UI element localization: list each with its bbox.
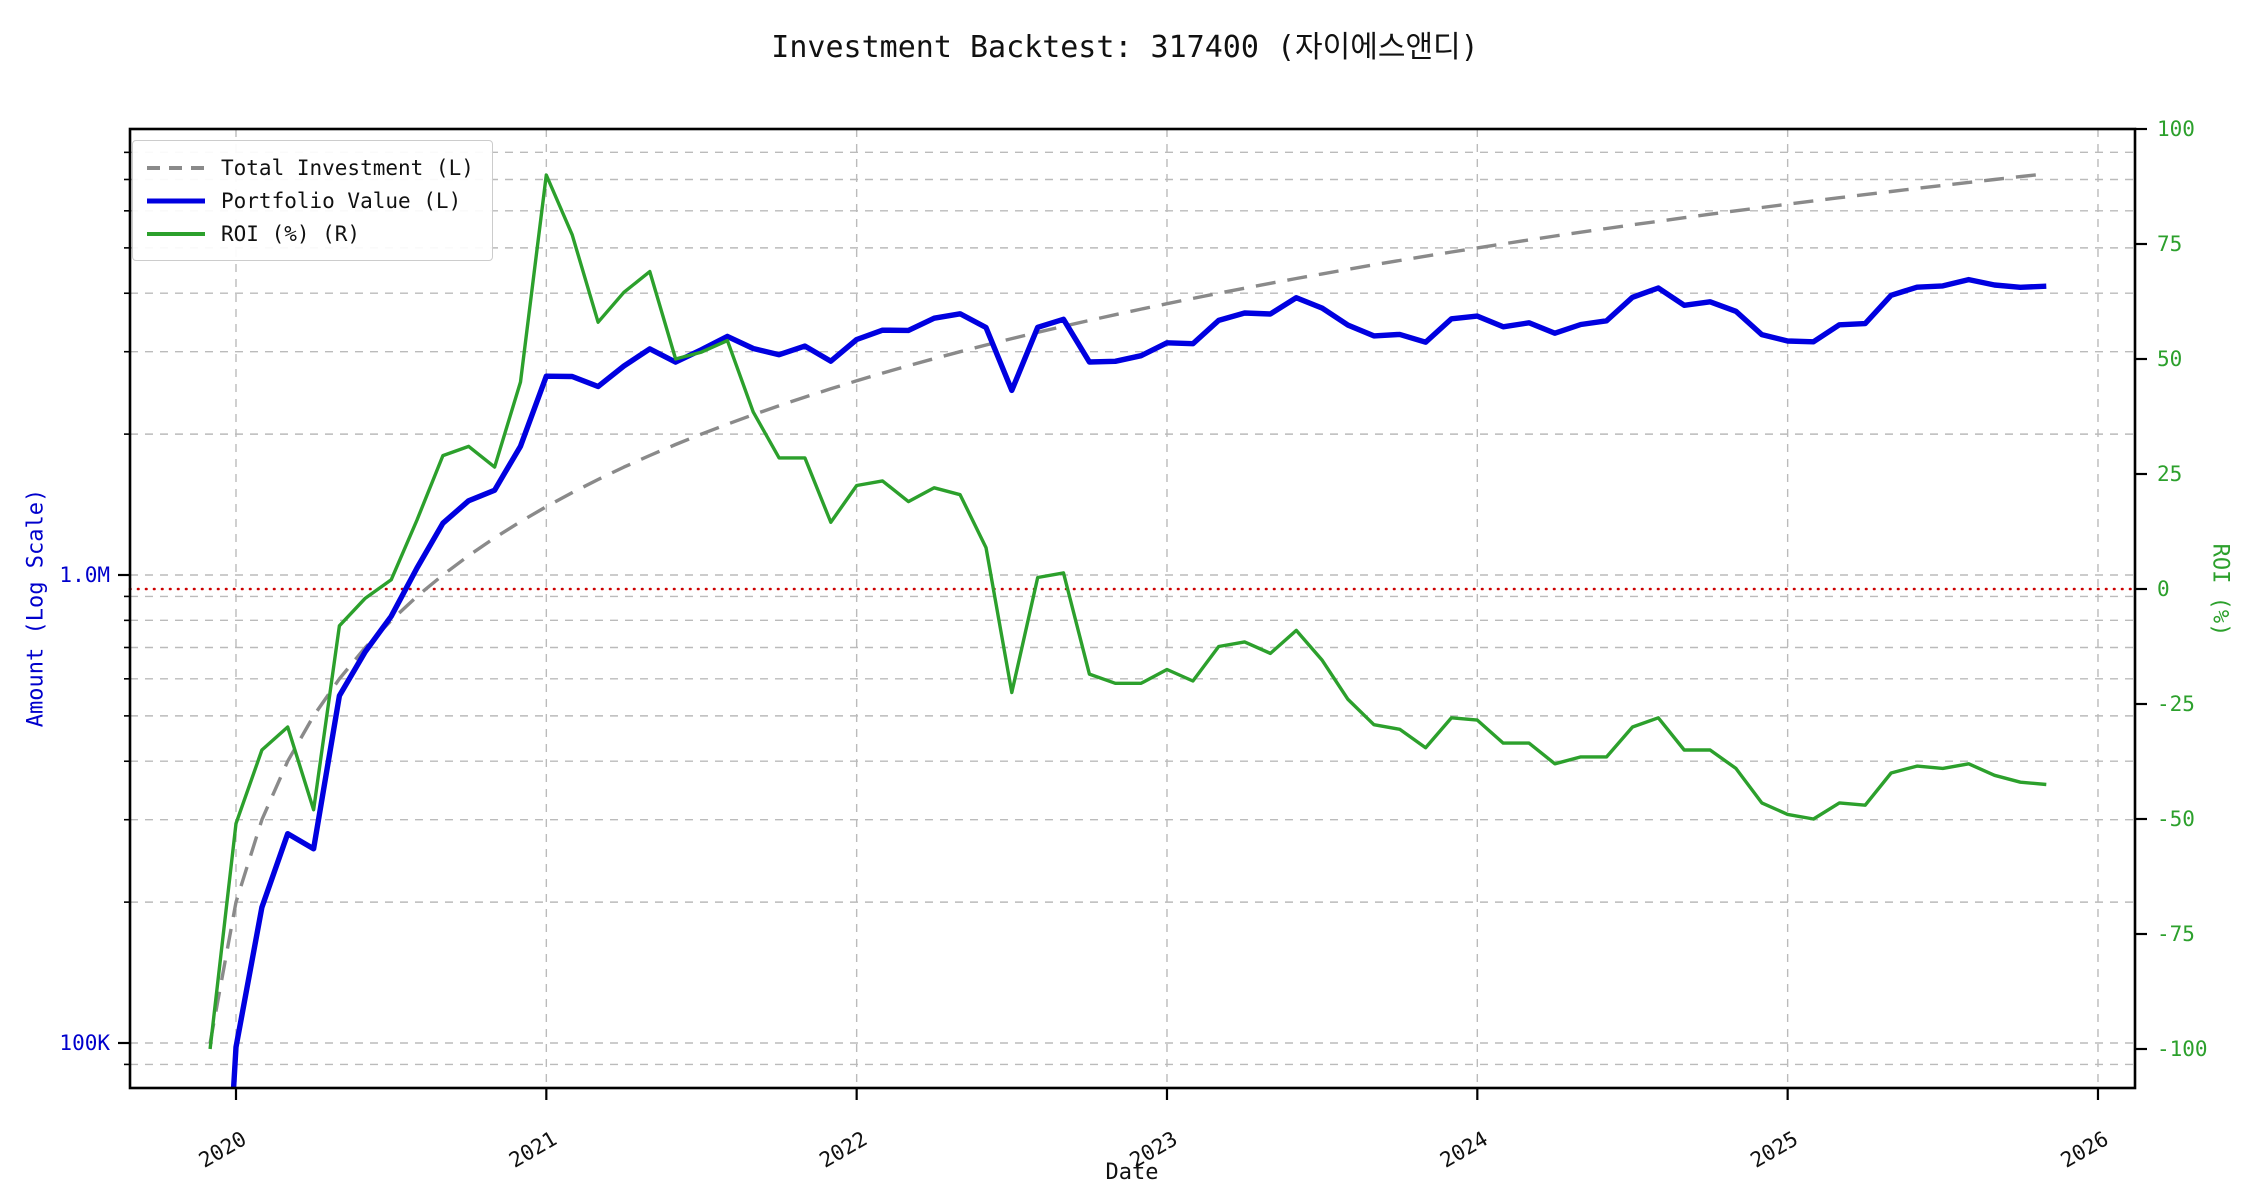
portfolio-value-line	[230, 276, 2047, 1088]
tick-marks	[118, 127, 2147, 1100]
legend-label: Total Investment (L)	[221, 155, 474, 180]
legend-label: Portfolio Value (L)	[221, 188, 462, 213]
right-tick-label: -50	[2157, 807, 2195, 831]
left-tick-label: 1.0M	[59, 563, 110, 587]
legend: Total Investment (L) Portfolio Value (L)…	[132, 140, 493, 261]
x-tick-label: 2025	[1746, 1127, 1802, 1173]
legend-item-roi: ROI (%) (R)	[147, 217, 474, 250]
x-tick-label: 2022	[815, 1127, 871, 1173]
tick-labels: 2020 2021 2022 2023 2024 2025 20261.0M100K1007…	[59, 117, 2207, 1173]
right-tick-label: 100	[2157, 117, 2195, 141]
x-axis-label: Date	[1105, 1160, 1159, 1185]
legend-label: ROI (%) (R)	[221, 221, 361, 246]
right-tick-label: 75	[2157, 232, 2182, 256]
right-tick-label: -25	[2157, 692, 2195, 716]
roi-line	[208, 173, 2047, 1050]
x-tick-label: 2024	[1436, 1127, 1492, 1173]
total-investment-line	[208, 172, 2047, 1044]
right-tick-label: 0	[2157, 577, 2170, 601]
legend-item-total-investment: Total Investment (L)	[147, 151, 474, 184]
left-axis-label: Amount (Log Scale)	[23, 488, 49, 728]
left-tick-label: 100K	[59, 1031, 110, 1055]
plot-border	[128, 127, 2137, 1090]
right-tick-label: -100	[2157, 1037, 2208, 1061]
right-tick-label: 25	[2157, 462, 2182, 486]
legend-item-portfolio-value: Portfolio Value (L)	[147, 184, 474, 217]
x-tick-label: 2026	[2057, 1127, 2113, 1173]
right-tick-label: 50	[2157, 347, 2182, 371]
gridlines	[130, 129, 2135, 1088]
x-tick-label: 2020	[195, 1127, 251, 1173]
right-tick-label: -75	[2157, 922, 2195, 946]
x-tick-label: 2021	[505, 1127, 561, 1173]
solid-line-swatch-icon	[147, 198, 205, 203]
solid-line-swatch-icon	[147, 231, 205, 236]
right-axis-label: ROI (%)	[2207, 543, 2233, 637]
dashed-line-swatch-icon	[147, 165, 205, 170]
chart-title: Investment Backtest: 317400 (자이에스앤디)	[771, 30, 1479, 65]
